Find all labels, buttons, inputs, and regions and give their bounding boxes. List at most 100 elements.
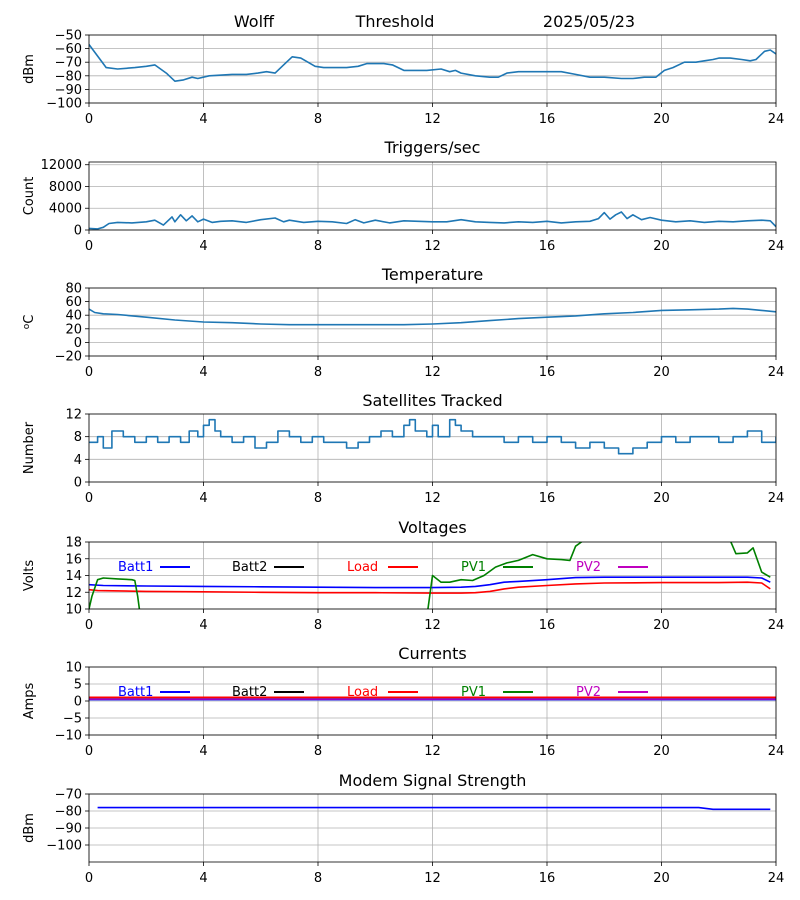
x-tick-label: 24 bbox=[768, 112, 785, 127]
y-tick-label: −10 bbox=[55, 729, 82, 744]
x-tick-label: 16 bbox=[539, 112, 556, 127]
series-line-pv1 bbox=[89, 577, 141, 609]
x-tick-label: 20 bbox=[653, 491, 670, 506]
x-tick-label: 4 bbox=[199, 365, 207, 380]
legend-label-pv2: PV2 bbox=[576, 560, 601, 575]
series-line-pv1 bbox=[427, 542, 583, 609]
y-tick-label: 80 bbox=[65, 282, 82, 297]
legend-label-pv1: PV1 bbox=[461, 685, 486, 700]
chart-panel: 0 4 8 12 16 20 24 −100−90−80−70−60−50 dBm Wolff Th… bbox=[22, 12, 784, 127]
x-tick-label: 24 bbox=[768, 239, 785, 254]
x-tick-label: 8 bbox=[314, 618, 322, 633]
y-axis-label: oC bbox=[22, 315, 37, 330]
x-tick-label: 20 bbox=[653, 239, 670, 254]
x-tick-label: 24 bbox=[768, 871, 785, 886]
x-tick-label: 8 bbox=[314, 871, 322, 886]
x-tick-label: 0 bbox=[85, 239, 93, 254]
x-tick-label: 0 bbox=[85, 871, 93, 886]
y-tick-label: 16 bbox=[65, 552, 82, 567]
x-tick-label: 0 bbox=[85, 618, 93, 633]
chart-panel: 0 4 8 12 16 20 24 0 4000 8000 12000 Count Triggers/s… bbox=[22, 138, 784, 254]
series-line-pv1 bbox=[730, 542, 771, 578]
series-line bbox=[89, 44, 776, 82]
y-tick-label: 0 bbox=[74, 695, 82, 710]
y-tick-label: 8 bbox=[74, 430, 82, 445]
x-tick-label: 20 bbox=[653, 871, 670, 886]
x-tick-label: 0 bbox=[85, 491, 93, 506]
y-tick-label: 60 bbox=[65, 295, 82, 310]
legend-label-pv2: PV2 bbox=[576, 685, 601, 700]
chart-title: Satellites Tracked bbox=[362, 391, 502, 410]
y-tick-label: −100 bbox=[46, 839, 82, 854]
y-tick-label: 40 bbox=[65, 309, 82, 324]
y-tick-label: −80 bbox=[55, 69, 82, 84]
x-tick-label: 4 bbox=[199, 112, 207, 127]
y-tick-label: 0 bbox=[74, 224, 82, 239]
x-tick-label: 20 bbox=[653, 365, 670, 380]
x-tick-label: 24 bbox=[768, 618, 785, 633]
series-line-load bbox=[89, 581, 771, 594]
x-tick-label: 24 bbox=[768, 365, 785, 380]
x-tick-label: 4 bbox=[199, 871, 207, 886]
chart-title-part: Wolff bbox=[234, 12, 275, 31]
x-tick-label: 16 bbox=[539, 871, 556, 886]
y-axis-label: Volts bbox=[22, 560, 37, 592]
x-tick-label: 20 bbox=[653, 618, 670, 633]
y-axis-label: Number bbox=[22, 421, 37, 474]
series-line bbox=[97, 806, 771, 811]
y-tick-label: −60 bbox=[55, 42, 82, 57]
x-tick-label: 16 bbox=[539, 618, 556, 633]
x-tick-label: 20 bbox=[653, 112, 670, 127]
x-tick-label: 0 bbox=[85, 365, 93, 380]
x-tick-label: 16 bbox=[539, 491, 556, 506]
x-tick-label: 0 bbox=[85, 112, 93, 127]
y-tick-label: −5 bbox=[63, 712, 82, 727]
legend-label-load: Load bbox=[347, 560, 378, 575]
x-tick-label: 8 bbox=[314, 365, 322, 380]
series-line bbox=[89, 418, 776, 455]
legend-label-pv1: PV1 bbox=[461, 560, 486, 575]
legend-label-batt2: Batt2 bbox=[232, 560, 267, 575]
x-tick-label: 8 bbox=[314, 112, 322, 127]
y-tick-label: 10 bbox=[65, 661, 82, 676]
y-tick-label: 20 bbox=[65, 322, 82, 337]
y-tick-label: 4 bbox=[74, 453, 82, 468]
y-axis-label: Count bbox=[22, 177, 37, 216]
legend-label-load: Load bbox=[347, 685, 378, 700]
chart-title: Voltages bbox=[398, 518, 466, 537]
y-tick-label: 12 bbox=[65, 408, 82, 423]
y-tick-label: 4000 bbox=[49, 202, 82, 217]
x-tick-label: 16 bbox=[539, 239, 556, 254]
y-tick-label: −70 bbox=[55, 56, 82, 71]
x-tick-label: 4 bbox=[199, 618, 207, 633]
y-tick-label: 8000 bbox=[49, 180, 82, 195]
series-line-batt1 bbox=[89, 576, 771, 589]
x-tick-label: 8 bbox=[314, 491, 322, 506]
y-tick-label: 18 bbox=[65, 536, 82, 551]
y-tick-label: −80 bbox=[55, 805, 82, 820]
legend-label-batt2: Batt2 bbox=[232, 685, 267, 700]
chart-title-part: 2025/05/23 bbox=[543, 12, 635, 31]
legend-label-batt1: Batt1 bbox=[118, 560, 153, 575]
x-tick-label: 8 bbox=[314, 239, 322, 254]
y-tick-label: 5 bbox=[74, 678, 82, 693]
x-tick-label: 8 bbox=[314, 744, 322, 759]
x-tick-label: 16 bbox=[539, 365, 556, 380]
series-line bbox=[89, 307, 776, 326]
y-tick-label: 0 bbox=[74, 336, 82, 351]
series-line bbox=[89, 211, 776, 230]
y-tick-label: −70 bbox=[55, 788, 82, 803]
x-tick-label: 0 bbox=[85, 744, 93, 759]
chart-panel: 0 4 8 12 16 20 24 0 4 8 12 Number Satellites Tracked bbox=[22, 391, 784, 506]
y-tick-label: −20 bbox=[55, 350, 82, 365]
x-tick-label: 4 bbox=[199, 744, 207, 759]
x-tick-label: 16 bbox=[539, 744, 556, 759]
x-tick-label: 12 bbox=[424, 365, 441, 380]
chart-panel: 0 4 8 12 16 20 24 −10 −5 0 5 10 Amps Currents Batt1 Bat… bbox=[22, 644, 784, 759]
x-tick-label: 4 bbox=[199, 239, 207, 254]
x-tick-label: 12 bbox=[424, 239, 441, 254]
y-axis-label: dBm bbox=[22, 813, 37, 843]
